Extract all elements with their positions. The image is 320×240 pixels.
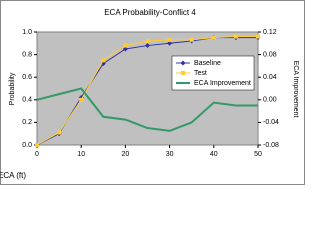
- marker: [167, 40, 173, 46]
- legend-marker: [180, 60, 186, 66]
- x-tick-label: 20: [122, 151, 130, 158]
- legend-marker: [181, 71, 185, 75]
- y-tick-label: 0.8: [22, 51, 32, 58]
- marker: [145, 39, 150, 44]
- y-axis-label: Probability: [9, 72, 16, 105]
- x-tick-label: 0: [35, 151, 39, 158]
- marker: [101, 58, 106, 63]
- y-tick-label: 0.0: [22, 142, 32, 149]
- x-tick-label: 10: [77, 151, 85, 158]
- chart: ECA Probability-Conflict 4 ECA (ft) Prob…: [0, 0, 305, 185]
- marker: [189, 37, 194, 42]
- x-axis-label: ECA (ft): [0, 171, 26, 180]
- x-tick-label: 50: [254, 151, 262, 158]
- y2-tick-label: 0.04: [263, 74, 277, 81]
- x-tick-label: 40: [210, 151, 218, 158]
- marker: [167, 37, 172, 42]
- series-line: [36, 87, 258, 132]
- y2-tick-label: -0.08: [263, 142, 279, 149]
- y-tick-label: 0.2: [22, 119, 32, 126]
- y2-tick-label: 0.08: [263, 51, 277, 58]
- y2-tick-label: 0.12: [263, 29, 277, 36]
- marker: [79, 97, 84, 102]
- marker: [211, 35, 216, 40]
- legend-label: ECA Improvement: [194, 80, 251, 87]
- marker: [256, 34, 260, 39]
- marker: [123, 43, 128, 48]
- y-tick-label: 0.6: [22, 74, 32, 81]
- marker: [57, 130, 62, 135]
- y2-axis-label: ECA Improvement: [292, 61, 299, 118]
- y2-tick-label: 0.00: [263, 97, 277, 104]
- legend-label: Baseline: [194, 60, 221, 67]
- y-tick-label: 0.4: [22, 97, 32, 104]
- y-tick-label: 1.0: [22, 29, 32, 36]
- y2-tick-label: -0.04: [263, 119, 279, 126]
- marker: [145, 43, 150, 49]
- x-tick-label: 30: [166, 151, 174, 158]
- marker: [35, 143, 39, 147]
- legend-label: Test: [194, 70, 207, 77]
- marker: [122, 46, 128, 52]
- chart-title: ECA Probability-Conflict 4: [104, 8, 196, 17]
- marker: [233, 34, 238, 39]
